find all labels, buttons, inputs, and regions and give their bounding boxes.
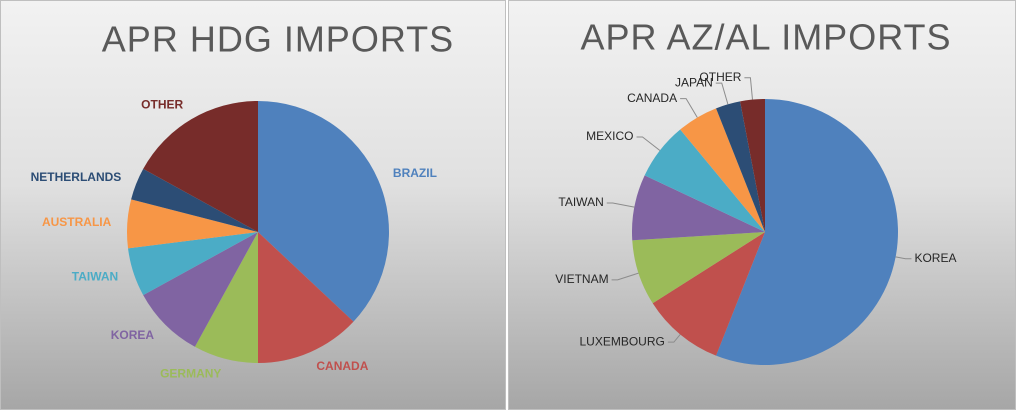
pie-slice [680,108,765,232]
leader-line [606,202,635,208]
leader-line [715,82,729,105]
slice-label: KOREA [111,328,155,342]
pie-slice [127,199,259,249]
chart-title: APR AZ/AL IMPORTS [580,17,951,58]
slice-label: MEXICO [586,129,633,143]
leader-line [895,256,912,260]
pie-slice [644,129,765,232]
slice-label: GERMANY [160,367,221,381]
chart-panel: APR AZ/AL IMPORTS KOREA LUXEMBOURG VIETNAM… [508,0,1016,410]
pie-slice [194,232,258,363]
slice-label: OTHER [141,98,183,112]
slice-label: VIETNAM [555,272,608,286]
leader-line [744,77,753,100]
slice-label: BRAZIL [393,166,437,180]
leader-line [636,136,661,151]
pie-slice [740,99,765,232]
chart-panel: APR HDG IMPORTS BRAZIL CANADA GERMANY KOREA… [0,0,506,410]
pie-slice [632,232,765,304]
slice-label: AUSTRALIA [42,215,112,229]
slice-label: TAIWAN [72,270,118,284]
pie-slice [258,232,354,363]
pie-slice [128,232,258,296]
leader-line [667,334,681,343]
slice-label: TAIWAN [558,195,603,209]
pie-slice [131,168,258,232]
slice-label: KOREA [914,251,956,265]
pie-slice [716,99,898,365]
slice-label: OTHER [699,70,741,84]
pie-slice [652,232,765,356]
pie-slice [632,175,765,241]
chart-title: APR HDG IMPORTS [102,19,454,60]
pie-slice [143,101,258,232]
slice-label: CANADA [316,359,368,373]
slice-label: JAPAN [675,75,713,89]
pie-slice [716,101,765,232]
leader-line [611,272,639,281]
pie-slice [143,232,258,347]
leader-line [680,98,698,118]
pie-slice [258,101,390,322]
slice-label: NETHERLANDS [31,170,122,184]
slice-label: LUXEMBOURG [579,334,664,348]
slice-label: CANADA [627,91,677,105]
